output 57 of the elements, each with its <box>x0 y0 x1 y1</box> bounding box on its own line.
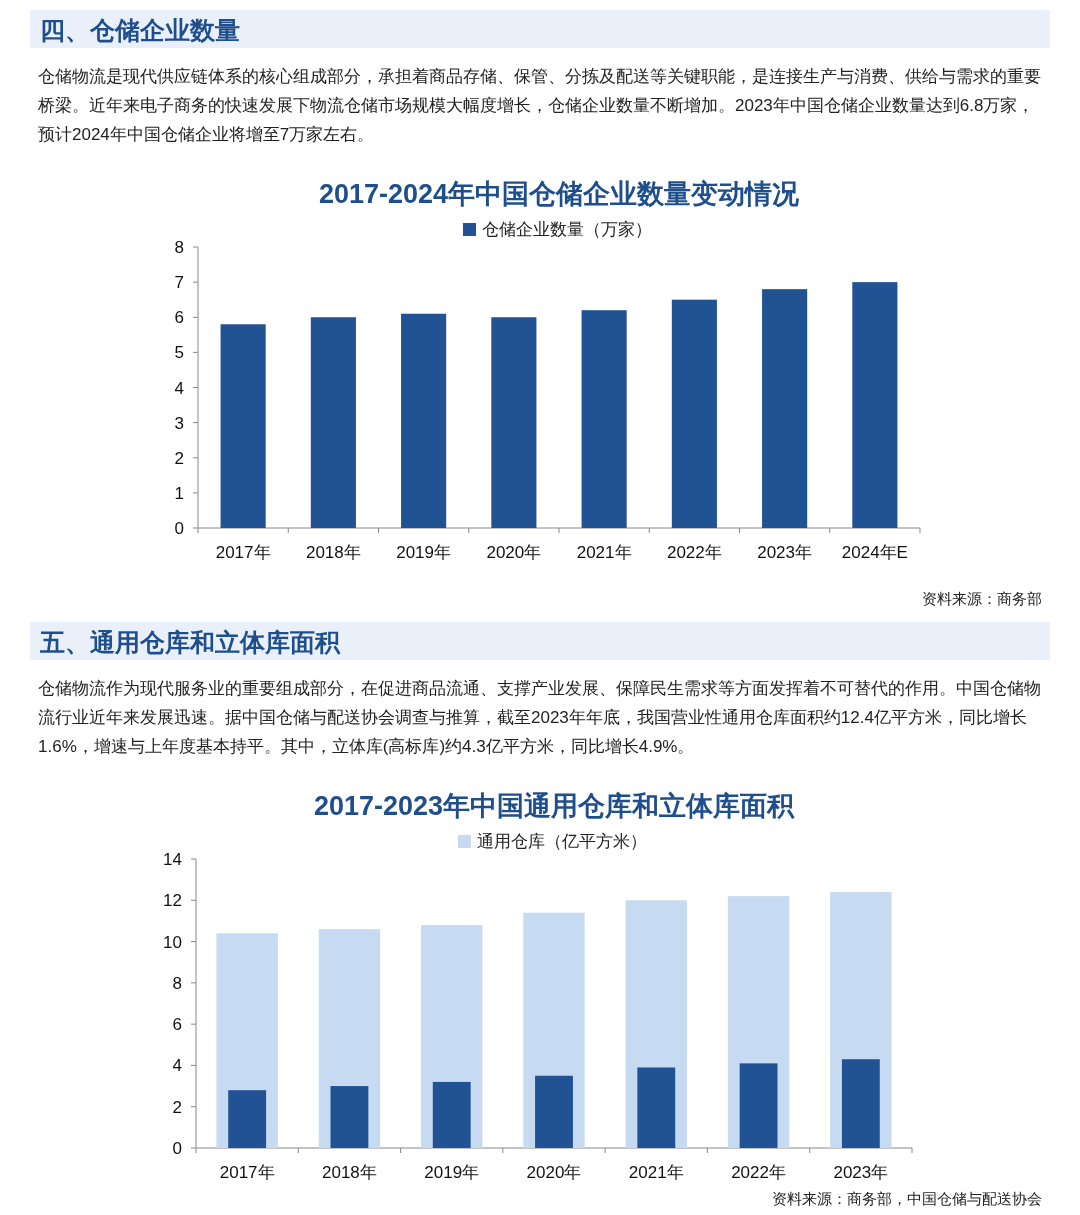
y-tick-label: 2 <box>174 448 184 468</box>
y-tick-label: 7 <box>174 273 184 293</box>
x-tick-label: 2021年 <box>628 1163 684 1182</box>
bar <box>762 289 808 528</box>
x-tick-label: 2018年 <box>305 543 361 562</box>
bar <box>581 310 627 528</box>
y-tick-label: 6 <box>174 308 184 328</box>
x-tick-label: 2023年 <box>757 543 813 562</box>
y-tick-label: 6 <box>172 1015 182 1035</box>
bar <box>739 1063 778 1148</box>
x-tick-label: 2020年 <box>526 1163 582 1182</box>
text: 仓储物流作为现代服务业的重要组成部分，在促进商品流通、支撑产业发展、保障民生需求等方面发挥着不可替代的作用。中国仓储物流行业近年来发展迅速。据中国仓储与配送协会调查与推算，截至2023年年底，我国营业性通用仓库面积约12.4亿平方米，同比增长1.6%，增速与上年度基本持平。其中，立体库(高标库)约4.3亿平方米，同比增长4.9%。 <box>38 678 1042 758</box>
y-tick-label: 8 <box>172 973 182 993</box>
bar <box>671 299 717 528</box>
x-tick-label: 2018年 <box>322 1163 377 1182</box>
y-tick-label: 8 <box>174 238 184 257</box>
y-tick-label: 4 <box>174 378 184 398</box>
y-tick-label: 0 <box>172 1139 182 1158</box>
y-tick-label: 10 <box>163 932 182 952</box>
chart-title: 2017-2023年中国通用仓库和立体库面积 <box>313 791 796 821</box>
bar <box>535 1075 573 1148</box>
bar <box>491 317 537 528</box>
y-tick-label: 3 <box>174 413 184 433</box>
text: 仓储物流是现代供应链体系的核心组成部分，承担着商品存储、保管、分拣及配送等关键职能，是连接生产与消费、供给与需求的重要桥梁。近年来电子商务的快速发展下物流仓储市场规模大幅度增长，仓储企业数量不断增加。2023年中国仓储企业数量达到6.8万家，预计2024年中国仓储企业将增至7万家左右。 <box>38 66 1042 146</box>
bar <box>401 313 447 528</box>
y-tick-label: 14 <box>163 850 182 869</box>
x-tick-label: 2019年 <box>424 1163 480 1182</box>
text: 五、通用仓库和立体库面积 <box>40 627 340 658</box>
x-tick-label: 2020年 <box>486 543 542 562</box>
bar <box>220 324 266 528</box>
bar <box>432 1081 471 1148</box>
y-tick-label: 0 <box>174 519 184 538</box>
x-tick-label: 2023年 <box>833 1163 889 1182</box>
y-tick-label: 12 <box>163 891 182 911</box>
text: 资料来源：商务部，中国仓储与配送协会 <box>772 1190 1042 1209</box>
y-tick-label: 2 <box>172 1097 182 1117</box>
x-tick-label: 2017年 <box>215 543 271 562</box>
bar <box>330 1086 369 1148</box>
x-tick-label: 2022年 <box>731 1163 786 1182</box>
y-tick-label: 4 <box>172 1056 182 1076</box>
y-tick-label: 5 <box>174 343 184 363</box>
bar <box>637 1067 676 1148</box>
x-tick-label: 2019年 <box>396 543 452 562</box>
bar <box>841 1059 880 1148</box>
text: 资料来源：商务部 <box>922 590 1042 609</box>
x-tick-label: 2017年 <box>219 1163 275 1182</box>
legend-label: 通用仓库（亿平方米） <box>477 832 647 851</box>
x-tick-label: 2021年 <box>576 543 632 562</box>
bar <box>228 1090 267 1148</box>
x-tick-label: 2024年E <box>841 543 908 562</box>
bar <box>852 282 898 528</box>
x-tick-label: 2022年 <box>666 543 722 562</box>
bar <box>310 317 356 528</box>
y-tick-label: 1 <box>174 483 184 503</box>
legend-label: 仓储企业数量（万家） <box>482 220 652 239</box>
chart-title: 2017-2024年中国仓储企业数量变动情况 <box>318 179 801 209</box>
text: 四、仓储企业数量 <box>40 15 240 46</box>
